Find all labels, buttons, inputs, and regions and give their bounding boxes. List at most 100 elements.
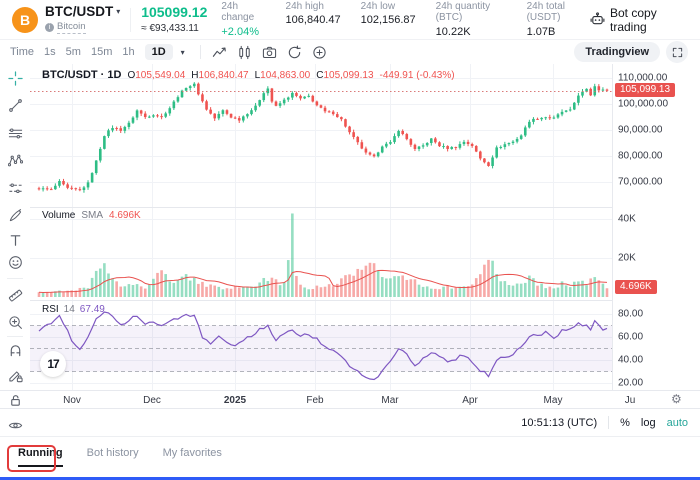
last-price-badge: 105,099.13 xyxy=(615,83,676,97)
brush-icon[interactable] xyxy=(7,207,23,223)
time-tick-year: 2025 xyxy=(223,395,247,406)
volume-sma-badge: 4.696K xyxy=(615,280,657,294)
chevron-down-icon: ▾ xyxy=(116,7,121,17)
text-icon[interactable] xyxy=(7,232,23,248)
interval-dropdown-icon[interactable]: ▾ xyxy=(180,47,185,57)
crosshair-icon[interactable] xyxy=(7,70,23,86)
bottom-tabs: Running Bot history My favorites xyxy=(0,436,700,477)
stat-24h-high: 106,840.47 xyxy=(285,14,341,27)
zoom-in-icon[interactable] xyxy=(7,314,23,330)
rsi-value: 67.49 xyxy=(79,304,105,315)
volume-tick: 20K xyxy=(618,252,636,264)
close-value: 105,099.13 xyxy=(323,70,374,81)
bot-copy-trading-button[interactable]: Bot copy trading xyxy=(590,6,688,34)
time-tick: May xyxy=(543,395,563,406)
magnet-icon[interactable] xyxy=(7,342,23,358)
fiat-price: ≈ €93,433.11 xyxy=(141,22,199,34)
chart-line-icon[interactable] xyxy=(210,42,230,62)
high-value: 106,840.47 xyxy=(198,70,249,81)
pair-selector[interactable]: BTC/USDT ▾ i Bitcoin xyxy=(45,4,121,34)
interval-toolbar: Time 1s 5m 15m 1h 1D ▾ xyxy=(0,40,700,64)
header: B BTC/USDT ▾ i Bitcoin 105099.12 ≈ €93,4… xyxy=(0,0,700,40)
stat-label: 24h low xyxy=(360,0,396,12)
time-tick: Mar xyxy=(381,395,399,406)
price-tick: 110,000.00 xyxy=(618,72,668,84)
last-price: 105099.12 xyxy=(141,4,208,21)
legend-pair-interval: BTC/USDT · 1D xyxy=(42,69,122,81)
time-label: Time xyxy=(10,46,35,58)
camera-icon[interactable] xyxy=(260,42,280,62)
emoji-icon[interactable] xyxy=(7,254,23,270)
price-tick: 100,000.00 xyxy=(618,98,669,110)
time-tick: Feb xyxy=(306,395,324,406)
tab-running[interactable]: Running xyxy=(18,447,63,467)
rsi-tick: 40.00 xyxy=(618,354,644,366)
ohlc-legend: BTC/USDT · 1D O105,549.04 H106,840.47 L1… xyxy=(42,69,455,81)
robot-icon xyxy=(590,12,605,27)
time-tick: Dec xyxy=(143,395,161,406)
draw-lock-icon[interactable] xyxy=(7,367,23,383)
toolbar-separator xyxy=(7,278,23,279)
stat-label: 24h change xyxy=(221,0,255,24)
bottom-button-edge xyxy=(0,477,700,480)
log-scale-toggle[interactable]: log xyxy=(640,416,656,429)
time-tick: Nov xyxy=(63,395,81,406)
auto-scale-toggle[interactable]: auto xyxy=(666,416,688,429)
refresh-icon[interactable] xyxy=(285,42,305,62)
lock-icon[interactable] xyxy=(7,392,23,408)
ruler-icon[interactable] xyxy=(7,287,23,303)
change-value: -449.91 (-0.43%) xyxy=(379,70,455,81)
time-tick: Apr xyxy=(462,395,478,406)
candlestick-style-icon[interactable] xyxy=(235,42,255,62)
volume-legend: Volume SMA 4.696K xyxy=(42,210,141,221)
low-value: 104,863.00 xyxy=(260,70,311,81)
price-tick: 70,000.00 xyxy=(618,176,663,188)
price-axis[interactable]: 110,000.00 100,000.00 90,000.00 80,000.0… xyxy=(612,64,700,390)
footer-divider xyxy=(608,416,610,429)
add-indicator-icon[interactable] xyxy=(310,42,330,62)
tradingview-toggle-button[interactable]: Tradingview xyxy=(574,42,660,62)
tradingview-watermark: 17 xyxy=(40,351,66,377)
rsi-tick: 60.00 xyxy=(618,331,644,343)
stat-label: 24h quantity (BTC) xyxy=(435,0,491,24)
stat-label: 24h high xyxy=(285,0,324,12)
eye-icon[interactable] xyxy=(7,417,23,433)
drawing-toolbar xyxy=(0,64,30,436)
interval-1s[interactable]: 1s xyxy=(44,46,56,58)
stat-24h-total: 1.07B xyxy=(526,25,556,38)
rsi-tick: 80.00 xyxy=(618,308,644,320)
settings-gear-icon[interactable]: ⚙ xyxy=(671,392,682,406)
forecast-icon[interactable] xyxy=(7,180,23,196)
time-tick: Ju xyxy=(624,395,636,406)
parallel-lines-icon[interactable] xyxy=(7,125,23,141)
interval-1h[interactable]: 1h xyxy=(122,46,135,58)
chart-footer-bar: 10:51:13 (UTC) % log auto xyxy=(0,408,700,436)
open-value: 105,549.04 xyxy=(135,70,186,81)
bitcoin-logo-icon: B xyxy=(12,6,38,33)
pair-label: BTC/USDT xyxy=(45,4,114,20)
price-block: 105099.12 ≈ €93,433.11 xyxy=(141,4,208,34)
stat-label: 24h total (USDT) xyxy=(526,0,565,24)
price-chart-canvas[interactable] xyxy=(30,64,612,390)
price-tick: 80,000.00 xyxy=(618,150,663,162)
tab-bot-history[interactable]: Bot history xyxy=(86,447,139,459)
interval-5m[interactable]: 5m xyxy=(65,46,81,58)
chart-region: BTC/USDT · 1D O105,549.04 H106,840.47 L1… xyxy=(0,64,700,436)
time-axis[interactable]: Nov Dec 2025 Feb Mar Apr May Ju xyxy=(0,390,700,408)
interval-1d-active[interactable]: 1D xyxy=(144,44,173,60)
coin-name-link[interactable]: Bitcoin xyxy=(57,20,86,34)
market-stats: 24h change +2.04% 24h high 106,840.47 24h … xyxy=(221,1,590,39)
interval-15m[interactable]: 15m xyxy=(90,46,113,58)
volume-tick: 40K xyxy=(618,213,636,225)
tab-my-favorites[interactable]: My favorites xyxy=(162,447,222,459)
rsi-legend: RSI 14 67.49 xyxy=(42,304,105,315)
stat-24h-low: 102,156.87 xyxy=(360,14,416,27)
fullscreen-expand-icon[interactable] xyxy=(666,41,688,63)
info-icon: i xyxy=(45,23,54,33)
rsi-tick: 20.00 xyxy=(618,377,644,389)
xabcd-pattern-icon[interactable] xyxy=(7,152,23,168)
trend-line-icon[interactable] xyxy=(7,97,23,113)
stat-24h-quantity: 10.22K xyxy=(435,25,471,38)
percent-scale-toggle[interactable]: % xyxy=(620,416,630,429)
